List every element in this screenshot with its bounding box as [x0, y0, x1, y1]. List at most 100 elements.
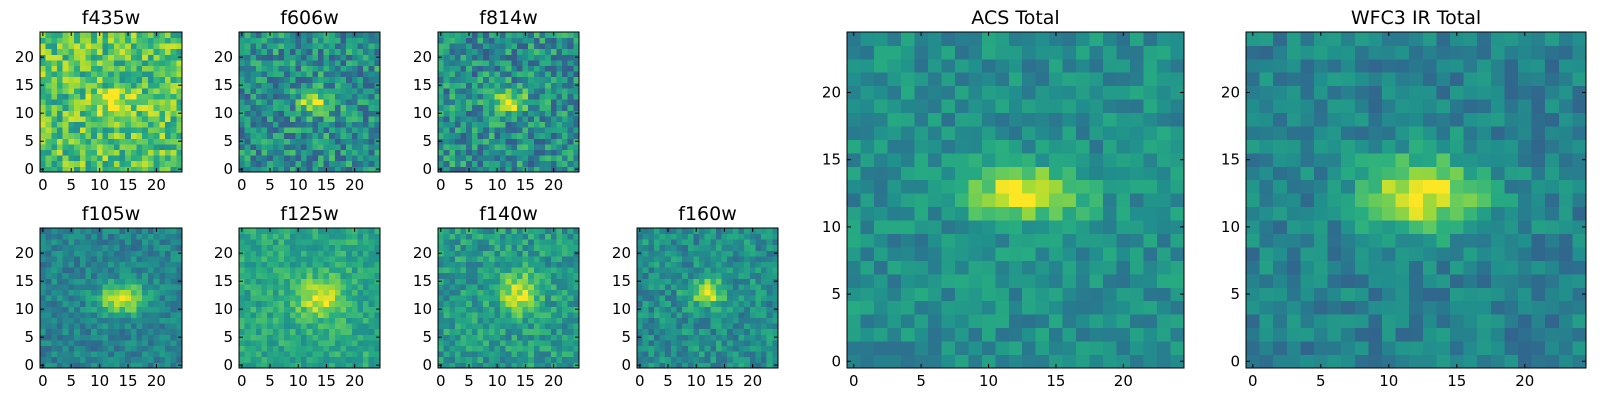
- heatmap-cell: [545, 351, 552, 358]
- heatmap-cell: [45, 43, 52, 50]
- heatmap-cell: [727, 267, 734, 274]
- heatmap-cell: [85, 166, 92, 173]
- heatmap-cell: [699, 228, 706, 234]
- heatmap-cell: [323, 43, 330, 50]
- heatmap-cell: [494, 239, 501, 246]
- heatmap-cell: [573, 88, 580, 94]
- heatmap-cell: [85, 54, 92, 61]
- x-tick-label: 15: [516, 176, 535, 194]
- heatmap-cell: [153, 76, 160, 83]
- heatmap-cell: [363, 60, 370, 66]
- heatmap-cell: [306, 289, 313, 296]
- heatmap-cell: [317, 328, 324, 335]
- heatmap-cell: [550, 233, 557, 240]
- heatmap-cell: [454, 261, 461, 268]
- heatmap-cell: [363, 65, 370, 72]
- heatmap-cell: [500, 144, 507, 150]
- heatmap-cell: [670, 233, 677, 240]
- heatmap-cell: [284, 127, 291, 134]
- heatmap-cell: [368, 340, 375, 346]
- heatmap-cell: [176, 93, 183, 100]
- heatmap-cell: [438, 267, 445, 274]
- heatmap-cell: [306, 340, 313, 346]
- heatmap-cell: [113, 334, 120, 341]
- heatmap-cell: [772, 295, 779, 302]
- heatmap-cell: [539, 239, 546, 246]
- heatmap-cell: [278, 351, 285, 358]
- heatmap-cell: [125, 60, 132, 66]
- heatmap-cell: [516, 340, 523, 346]
- heatmap-cells: [40, 228, 183, 369]
- heatmap-cell: [653, 256, 660, 262]
- heatmap-cell: [45, 138, 52, 145]
- heatmap-cell: [85, 317, 92, 324]
- heatmap-cell: [170, 250, 177, 257]
- heatmap-cell: [500, 127, 507, 134]
- heatmap-cell: [466, 149, 473, 156]
- heatmap-cell: [648, 323, 655, 330]
- heatmap-cell: [755, 261, 762, 268]
- heatmap-cell: [505, 233, 512, 240]
- heatmap-cell: [516, 71, 523, 78]
- heatmap-cell: [136, 228, 143, 234]
- heatmap-cell: [749, 312, 756, 318]
- heatmap-cell: [761, 261, 768, 268]
- heatmap-cell: [732, 239, 739, 246]
- heatmap-cell: [74, 144, 81, 150]
- heatmap-cell: [545, 54, 552, 61]
- heatmap-cell: [676, 323, 683, 330]
- heatmap-cell: [357, 76, 364, 83]
- heatmap-cell: [721, 306, 728, 313]
- heatmap-cell: [483, 284, 490, 290]
- heatmap-cell: [142, 48, 149, 55]
- heatmap-cell: [312, 256, 319, 262]
- heatmap-cell: [460, 278, 467, 285]
- heatmap-cell: [567, 60, 574, 66]
- heatmap-cell: [57, 317, 64, 324]
- heatmap-cell: [766, 228, 773, 234]
- heatmap-cell: [460, 144, 467, 150]
- heatmap-cell: [545, 250, 552, 257]
- heatmap-cell: [567, 340, 574, 346]
- heatmap-cell: [704, 362, 711, 369]
- heatmap-cell: [272, 261, 279, 268]
- heatmap-cell: [528, 93, 535, 100]
- heatmap-cell: [545, 82, 552, 89]
- heatmap-cell: [170, 127, 177, 134]
- heatmap-cell: [533, 54, 540, 61]
- heatmap-cell: [340, 306, 347, 313]
- heatmap-cell: [45, 295, 52, 302]
- heatmap-cell: [466, 138, 473, 145]
- heatmap-cell: [665, 284, 672, 290]
- heatmap-cell: [130, 76, 137, 83]
- heatmap-cell: [57, 71, 64, 78]
- heatmap-cell: [329, 48, 336, 55]
- heatmap-cell: [91, 233, 98, 240]
- heatmap-cell: [239, 261, 246, 268]
- heatmap-cell: [477, 127, 484, 134]
- heatmap-cell: [968, 260, 983, 275]
- heatmap-cell: [159, 37, 166, 44]
- heatmap-cell: [755, 317, 762, 324]
- heatmap-cell: [460, 127, 467, 134]
- heatmap-cell: [57, 267, 64, 274]
- heatmap-cell: [471, 250, 478, 257]
- heatmap-cell: [334, 116, 341, 122]
- heatmap-cell: [261, 127, 268, 134]
- heatmap-cell: [443, 166, 450, 173]
- heatmap-cell: [1116, 247, 1131, 261]
- heatmap-cell: [562, 256, 569, 262]
- heatmap-cell: [477, 356, 484, 363]
- heatmap-cell: [142, 144, 149, 150]
- heatmap-cell: [738, 300, 745, 307]
- heatmap-cell: [699, 351, 706, 358]
- heatmap-cell: [374, 60, 381, 66]
- heatmap-cell: [721, 295, 728, 302]
- heatmap-cell: [102, 71, 109, 78]
- heatmap-cell: [460, 250, 467, 257]
- heatmap-cell: [562, 306, 569, 313]
- heatmap-cell: [505, 132, 512, 139]
- heatmap-cell: [164, 356, 172, 363]
